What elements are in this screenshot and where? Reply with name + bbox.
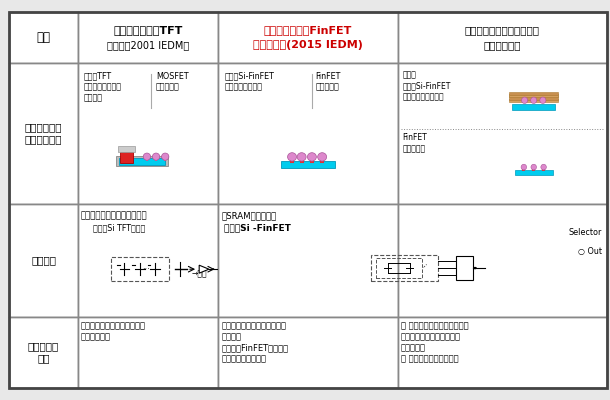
Bar bbox=[111, 257, 169, 281]
Bar bbox=[398, 63, 607, 204]
Bar bbox=[456, 256, 473, 280]
Bar bbox=[398, 316, 607, 388]
Ellipse shape bbox=[143, 153, 151, 160]
Ellipse shape bbox=[162, 153, 169, 160]
Bar bbox=[509, 92, 558, 95]
Text: 回路構成: 回路構成 bbox=[31, 255, 56, 265]
Text: 多結晶Si TFTアレイ: 多結晶Si TFTアレイ bbox=[93, 224, 145, 233]
Bar bbox=[376, 258, 422, 278]
Bar bbox=[509, 94, 558, 98]
Text: ・ランダムばらつきをより正
確に抽出
・最先端FinFETと同一の
プロセスで作製可能: ・ランダムばらつきをより正 確に抽出 ・最先端FinFETと同一の プロセスで作… bbox=[221, 321, 289, 364]
Text: ···: ··· bbox=[142, 265, 149, 274]
Text: →出力: →出力 bbox=[192, 270, 207, 278]
Bar bbox=[321, 157, 323, 160]
Bar bbox=[78, 63, 218, 204]
Bar bbox=[155, 157, 157, 162]
Text: 多結晶シリコンFinFET: 多結晶シリコンFinFET bbox=[264, 25, 352, 35]
Text: ...: ... bbox=[420, 260, 429, 268]
Text: Selector: Selector bbox=[569, 228, 602, 237]
Bar bbox=[532, 169, 536, 171]
Text: ・トランジスタアレイの利用: ・トランジスタアレイの利用 bbox=[81, 211, 148, 220]
Text: 多結晶Si -FinFET: 多結晶Si -FinFET bbox=[224, 224, 292, 233]
Text: FinFET
＝論理回路: FinFET ＝論理回路 bbox=[315, 72, 340, 92]
Ellipse shape bbox=[522, 97, 528, 104]
Text: ○ Out: ○ Out bbox=[578, 247, 602, 256]
Text: 素子・集積回
路チップ構造: 素子・集積回 路チップ構造 bbox=[25, 122, 62, 144]
Bar bbox=[509, 96, 558, 100]
Bar bbox=[512, 104, 555, 110]
Text: 導入された
利点: 導入された 利点 bbox=[28, 341, 59, 364]
Text: 多結晶シリコンTFT: 多結晶シリコンTFT bbox=[113, 25, 183, 35]
Bar bbox=[146, 157, 148, 162]
Bar bbox=[300, 160, 304, 163]
Bar bbox=[514, 170, 553, 175]
Bar bbox=[119, 158, 165, 166]
Circle shape bbox=[473, 267, 477, 269]
Text: 後工程
多結晶Si-FinFET
＝「固有番号発生」: 後工程 多結晶Si-FinFET ＝「固有番号発生」 bbox=[403, 70, 451, 101]
Bar bbox=[78, 12, 218, 63]
Text: 前田ら（2001 IEDM）: 前田ら（2001 IEDM） bbox=[107, 40, 189, 50]
Bar bbox=[522, 169, 525, 171]
Text: 【本研究】(2015 IEDM): 【本研究】(2015 IEDM) bbox=[253, 40, 363, 50]
Text: デバイスレベル三次元集積: デバイスレベル三次元集積 bbox=[465, 25, 540, 35]
Bar bbox=[218, 316, 398, 388]
Bar bbox=[118, 146, 135, 152]
Text: ・天然に得られるランダム性
を初めて利用: ・天然に得られるランダム性 を初めて利用 bbox=[81, 321, 146, 342]
Ellipse shape bbox=[318, 153, 326, 161]
Ellipse shape bbox=[307, 153, 317, 161]
Text: FinFET
＝論理回路: FinFET ＝論理回路 bbox=[403, 133, 428, 153]
Text: MOSFET
＝論理回路: MOSFET ＝論理回路 bbox=[156, 72, 188, 92]
Bar bbox=[398, 204, 607, 316]
Bar bbox=[78, 204, 218, 316]
Bar bbox=[218, 204, 398, 316]
Text: ・ 委託製造されたウェハに対
して追加的に固有番号生成
回路を作製
・ 番号の漏洩防止が可能: ・ 委託製造されたウェハに対 して追加的に固有番号生成 回路を作製 ・ 番号の漏… bbox=[401, 321, 468, 364]
Bar bbox=[300, 157, 303, 160]
Bar bbox=[218, 12, 398, 63]
Ellipse shape bbox=[521, 164, 526, 170]
Text: 技術: 技術 bbox=[37, 31, 51, 44]
Bar bbox=[218, 63, 398, 204]
Bar bbox=[9, 204, 78, 316]
Bar bbox=[310, 157, 313, 160]
Ellipse shape bbox=[297, 153, 306, 161]
Bar bbox=[290, 160, 294, 163]
Ellipse shape bbox=[287, 153, 296, 161]
Text: 多結晶TFT
「固有番号発生」
（指紋）: 多結晶TFT 「固有番号発生」 （指紋） bbox=[84, 72, 122, 103]
Bar bbox=[9, 316, 78, 388]
Ellipse shape bbox=[152, 153, 160, 160]
Bar bbox=[310, 160, 314, 163]
Bar bbox=[398, 12, 607, 63]
Bar bbox=[9, 12, 78, 63]
Text: 多結晶Si-FinFET
「固有番号発生」: 多結晶Si-FinFET 「固有番号発生」 bbox=[224, 72, 274, 92]
Bar bbox=[371, 255, 439, 281]
Ellipse shape bbox=[531, 97, 537, 104]
Ellipse shape bbox=[531, 164, 536, 170]
Bar bbox=[120, 152, 133, 164]
Bar bbox=[320, 160, 324, 163]
Bar bbox=[542, 169, 545, 171]
Bar bbox=[9, 63, 78, 204]
Bar bbox=[509, 99, 558, 102]
Ellipse shape bbox=[541, 164, 547, 170]
Text: ・SRAM回路の利用: ・SRAM回路の利用 bbox=[221, 211, 277, 220]
Bar bbox=[116, 156, 168, 166]
Bar bbox=[281, 160, 336, 168]
Bar bbox=[291, 157, 293, 160]
Polygon shape bbox=[199, 265, 209, 273]
Text: 【将来技術】: 【将来技術】 bbox=[484, 40, 521, 50]
Ellipse shape bbox=[540, 97, 546, 104]
Bar bbox=[78, 316, 218, 388]
Bar bbox=[164, 157, 167, 162]
